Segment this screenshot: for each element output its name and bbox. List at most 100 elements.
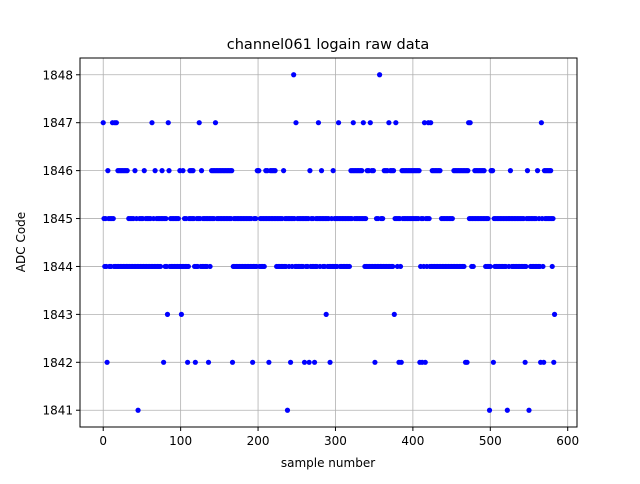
data-point xyxy=(196,120,202,126)
y-tick-label: 1845 xyxy=(42,212,73,226)
data-point xyxy=(421,120,428,126)
data-point xyxy=(284,407,291,413)
data-point xyxy=(306,359,312,365)
x-tick-label: 200 xyxy=(247,434,270,448)
data-point xyxy=(205,359,212,365)
data-point xyxy=(293,120,299,126)
data-point xyxy=(311,359,318,365)
data-point xyxy=(380,215,386,222)
data-point xyxy=(367,120,373,126)
data-point xyxy=(335,120,342,126)
data-point xyxy=(465,168,471,174)
data-point xyxy=(449,215,455,222)
data-point xyxy=(315,120,322,126)
data-point xyxy=(301,359,308,365)
data-point xyxy=(185,359,191,365)
x-tick-label: 600 xyxy=(556,434,579,448)
data-point xyxy=(250,359,256,365)
data-point xyxy=(280,168,287,174)
data-point xyxy=(185,263,191,270)
data-point xyxy=(376,72,383,78)
data-point xyxy=(229,168,235,174)
y-tick-label: 1843 xyxy=(42,308,73,322)
data-point xyxy=(261,263,267,270)
data-point xyxy=(541,359,547,365)
data-point xyxy=(163,215,169,222)
data-point xyxy=(135,407,141,413)
x-tick-label: 400 xyxy=(401,434,424,448)
x-tick-label: 100 xyxy=(169,434,192,448)
data-point xyxy=(159,168,165,174)
y-tick-label: 1841 xyxy=(42,404,73,418)
data-point xyxy=(461,263,467,270)
y-tick-label: 1842 xyxy=(42,356,73,370)
data-point xyxy=(428,120,434,126)
data-point xyxy=(149,120,155,126)
data-point xyxy=(152,168,158,174)
data-point xyxy=(397,263,404,270)
data-point xyxy=(386,120,392,126)
data-point xyxy=(534,168,541,174)
data-point xyxy=(437,168,443,174)
data-point xyxy=(229,359,236,365)
y-axis-label: ADC Code xyxy=(14,212,28,272)
data-point xyxy=(175,215,181,222)
data-point xyxy=(372,359,378,365)
data-point xyxy=(190,168,196,174)
data-point xyxy=(178,311,185,317)
data-points xyxy=(100,72,558,413)
data-point xyxy=(481,168,487,174)
data-point xyxy=(551,359,557,365)
data-point xyxy=(124,168,130,174)
data-point xyxy=(490,359,496,365)
data-point xyxy=(538,120,544,126)
data-point xyxy=(487,263,493,270)
data-point xyxy=(422,359,428,365)
axes-frame xyxy=(79,57,578,428)
data-point xyxy=(110,215,116,222)
data-point xyxy=(105,168,111,174)
data-point xyxy=(165,120,171,126)
x-axis: 0 100 200 300 400 500 600 xyxy=(99,427,579,448)
data-point xyxy=(192,359,198,365)
data-point xyxy=(526,407,532,413)
data-point xyxy=(253,215,259,222)
data-point xyxy=(524,168,531,174)
data-point xyxy=(141,168,147,174)
data-point xyxy=(212,120,219,126)
data-point xyxy=(522,359,528,365)
data-point xyxy=(363,215,369,222)
data-point xyxy=(551,311,558,317)
x-tick-label: 500 xyxy=(479,434,502,448)
data-point xyxy=(467,120,473,126)
data-point xyxy=(166,168,172,174)
x-axis-label: sample number xyxy=(281,456,375,470)
data-point xyxy=(272,168,278,174)
data-point xyxy=(113,120,119,126)
data-point xyxy=(490,168,496,174)
data-point xyxy=(161,359,167,365)
data-point xyxy=(426,215,432,222)
data-point xyxy=(390,168,397,174)
data-point xyxy=(548,168,554,174)
data-point xyxy=(266,359,272,365)
data-point xyxy=(350,120,356,126)
data-point xyxy=(485,215,491,222)
chart-title: channel061 logain raw data xyxy=(227,37,429,53)
y-tick-label: 1846 xyxy=(42,164,73,178)
data-point xyxy=(550,215,556,222)
data-point xyxy=(470,263,476,270)
data-point xyxy=(416,168,422,174)
data-point xyxy=(540,263,546,270)
data-point xyxy=(504,407,510,413)
data-point xyxy=(360,120,366,126)
data-point xyxy=(207,263,213,270)
data-point xyxy=(157,263,164,270)
data-point xyxy=(287,359,294,365)
data-point xyxy=(464,359,470,365)
data-point xyxy=(359,168,365,174)
data-point xyxy=(393,120,399,126)
y-tick-label: 1844 xyxy=(42,260,73,274)
